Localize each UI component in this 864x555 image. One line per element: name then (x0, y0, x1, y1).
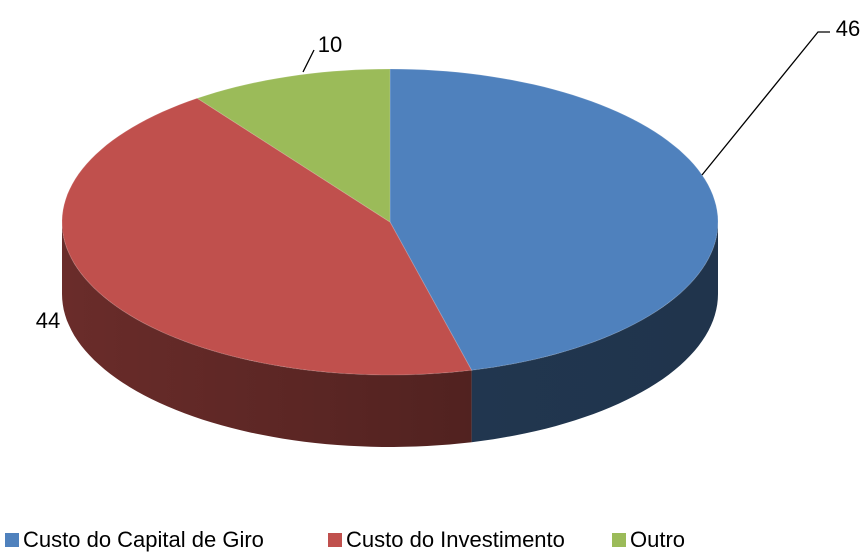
slice (196, 68, 391, 223)
legend-label: Outro (630, 527, 685, 552)
data-label: 10 (318, 32, 342, 57)
legend-swatch (612, 533, 626, 547)
legend-swatch (328, 533, 342, 547)
leader-line (701, 31, 830, 176)
data-label: 44 (36, 308, 60, 333)
legend-label: Custo do Capital de Giro (23, 527, 264, 552)
slice-side (471, 222, 718, 443)
slice (61, 97, 473, 376)
slice-side (62, 222, 472, 447)
legend-label: Custo do Investimento (346, 527, 565, 552)
data-label: 46 (836, 16, 860, 41)
leader-line (302, 49, 315, 73)
legend-swatch (5, 533, 19, 547)
slice (389, 68, 719, 371)
